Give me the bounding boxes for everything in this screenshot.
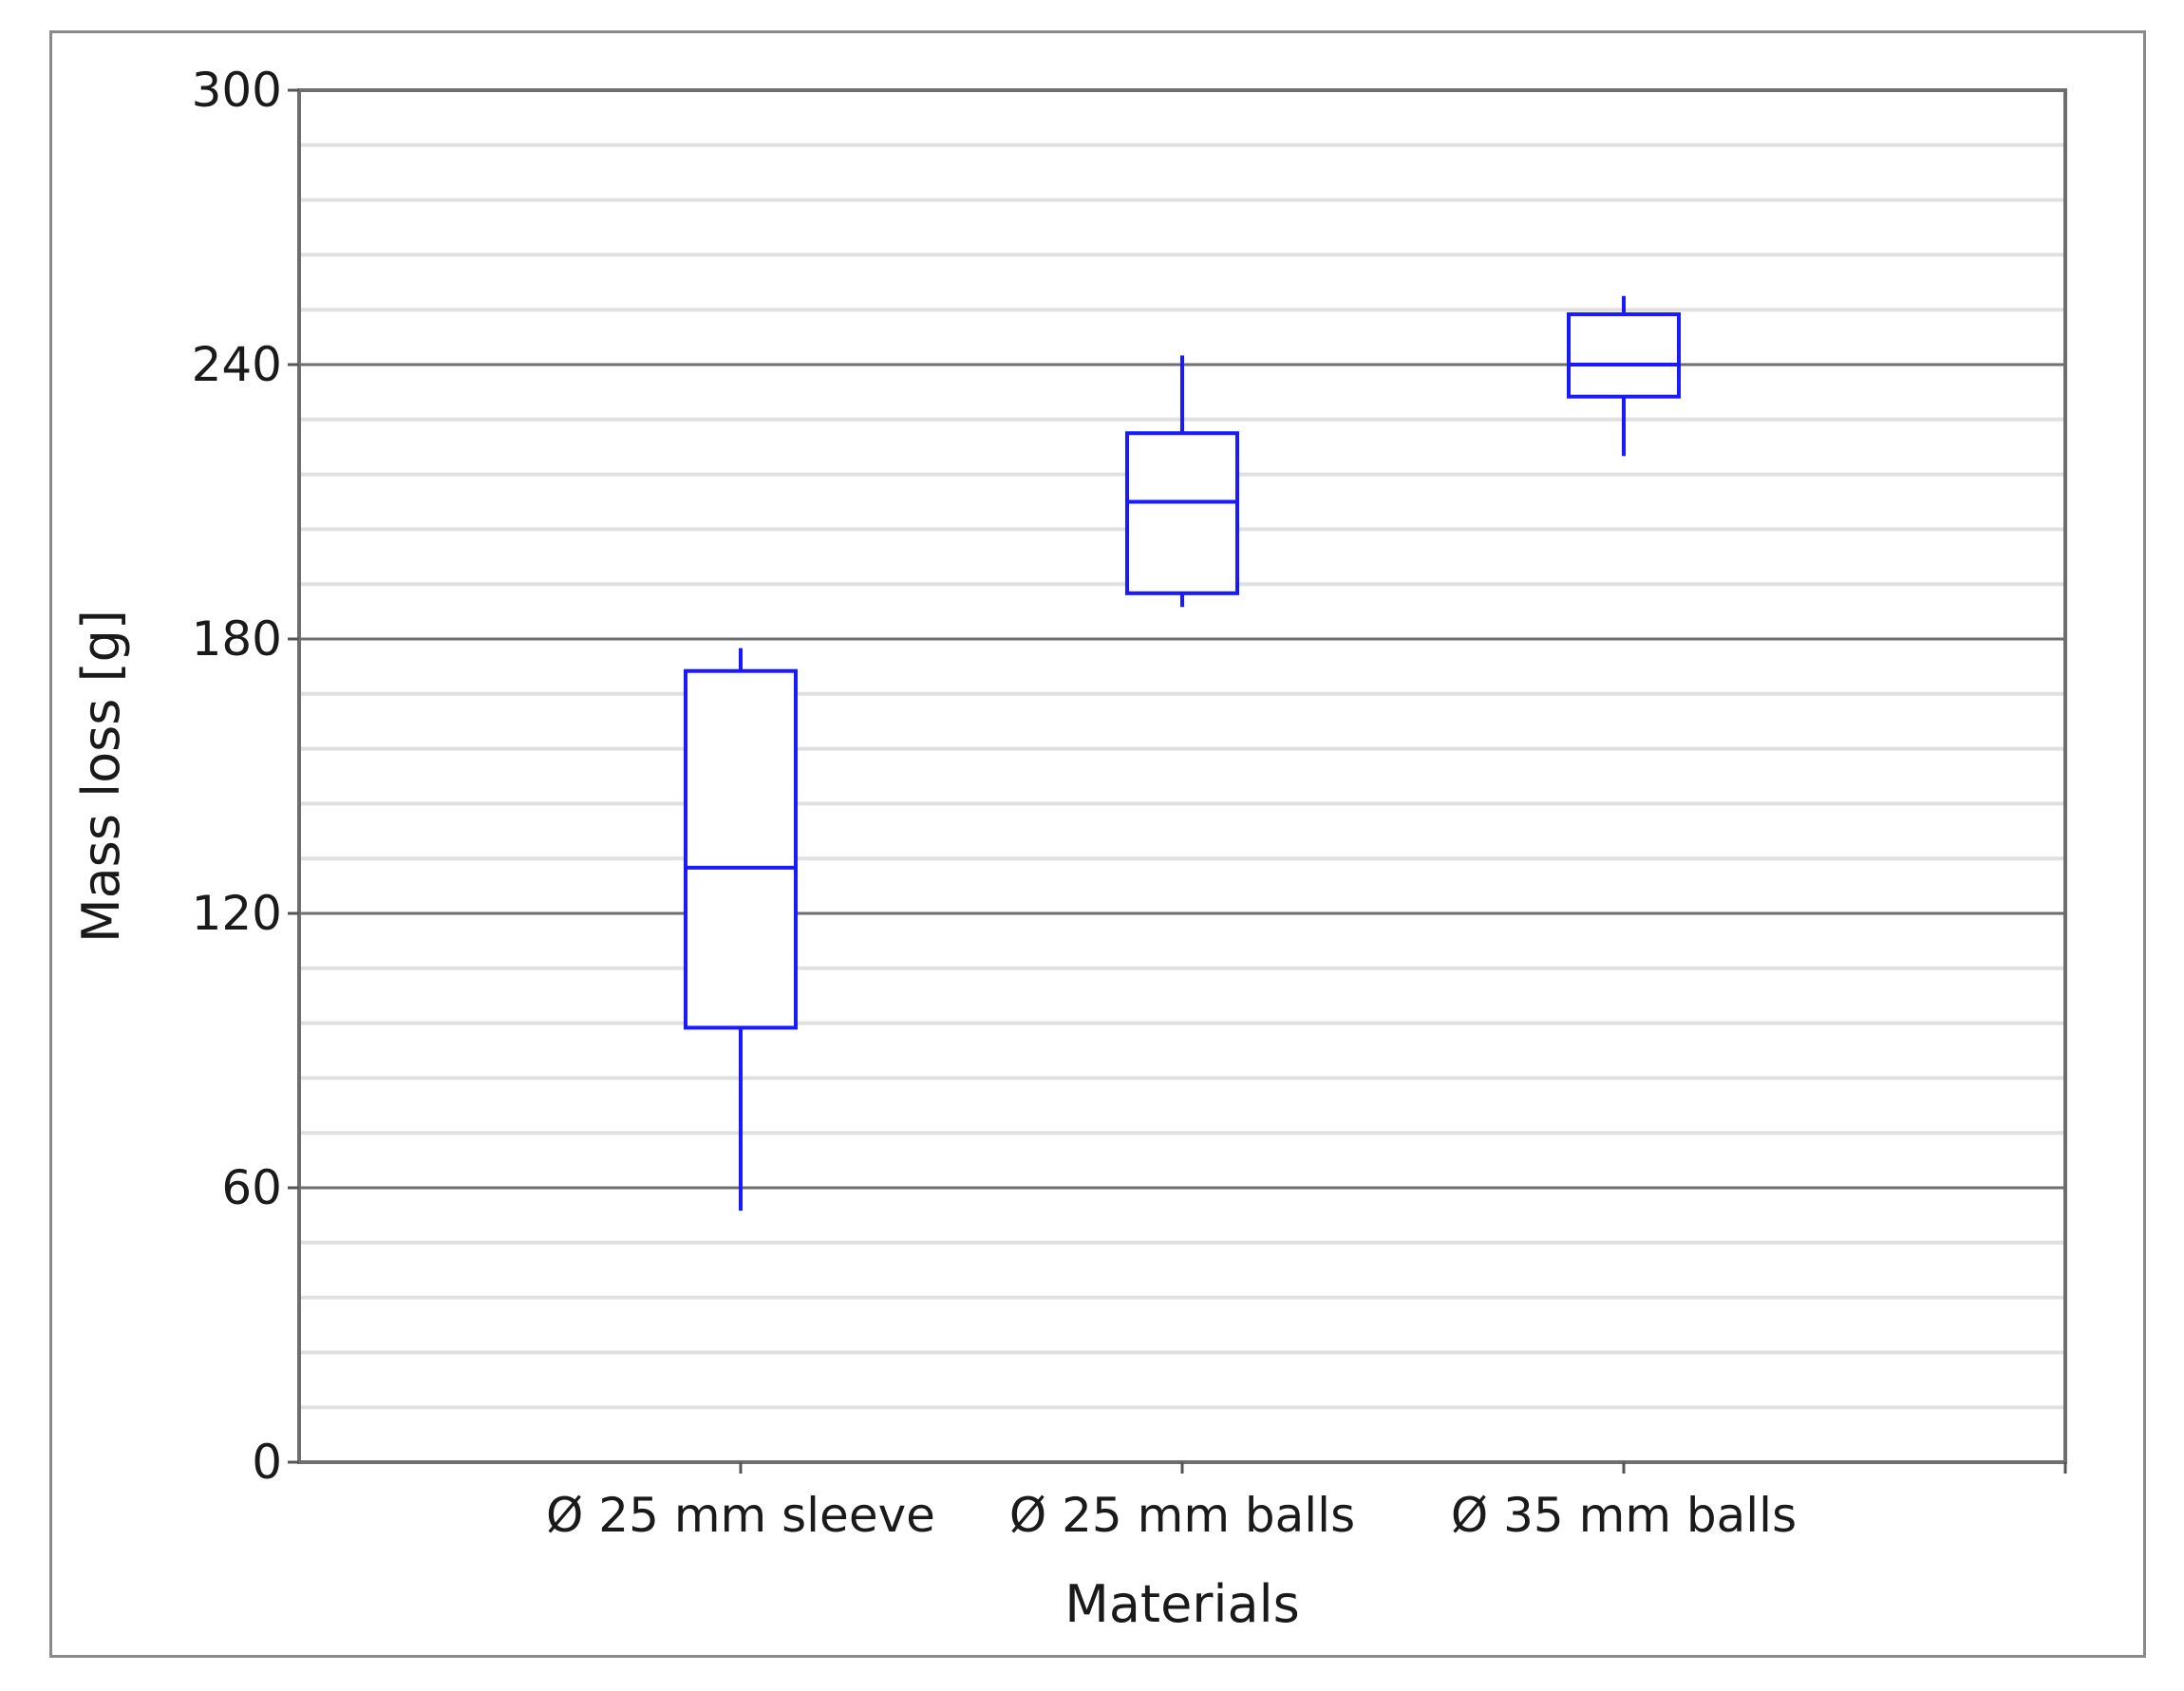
iqr-box — [1567, 312, 1681, 399]
x-tick-label: Ø 35 mm balls — [1451, 1488, 1797, 1543]
y-tick-label: 180 — [192, 611, 282, 667]
y-tick-label: 60 — [221, 1160, 282, 1215]
box-2 — [1125, 355, 1239, 608]
y-axis-ticks: 0 60 120 180 240 300 — [192, 63, 299, 1490]
y-tick-label: 300 — [192, 63, 282, 118]
x-axis-title: Materials — [1064, 1574, 1300, 1634]
y-tick-label: 0 — [252, 1435, 282, 1490]
y-axis-title: Mass loss [g] — [71, 610, 131, 943]
y-tick-label: 240 — [192, 337, 282, 392]
boxes-group — [684, 295, 1681, 1212]
iqr-box — [1125, 431, 1239, 595]
iqr-box — [684, 668, 798, 1030]
x-axis-ticks: Ø 25 mm sleeve Ø 25 mm balls Ø 35 mm balls — [546, 1462, 2067, 1543]
box-3 — [1567, 295, 1681, 457]
x-tick-label: Ø 25 mm sleeve — [546, 1488, 935, 1543]
box-1 — [684, 648, 798, 1212]
minor-gridlines — [299, 142, 2065, 1410]
major-gridlines — [299, 363, 2065, 1190]
plot-border — [297, 88, 2067, 1464]
y-tick-label: 120 — [192, 886, 282, 941]
chart-frame — [49, 30, 2146, 1658]
plot-area-border — [297, 88, 2067, 1464]
x-tick-label: Ø 25 mm balls — [1009, 1488, 1355, 1543]
